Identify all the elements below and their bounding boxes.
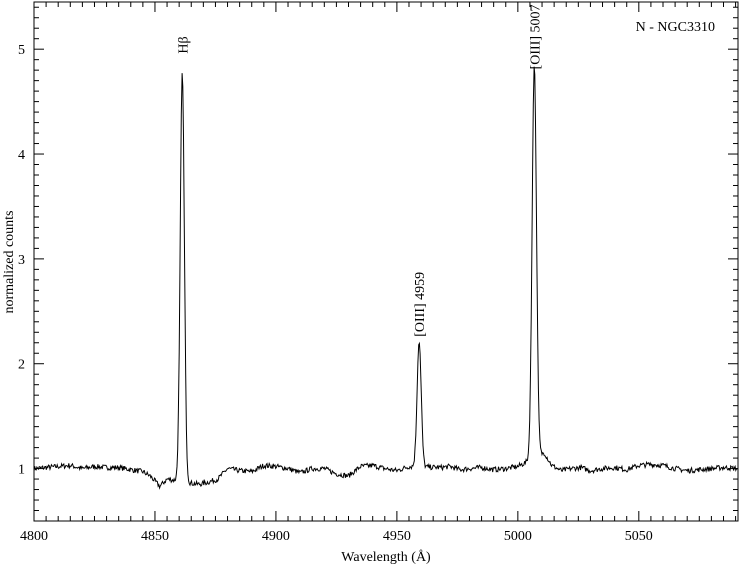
y-axis-label: normalized counts [2, 210, 17, 313]
y-tick-label: 3 [18, 253, 25, 268]
x-tick-label: 4950 [383, 529, 411, 544]
plot-frame [33, 1, 739, 522]
emission-line-label: Hβ [176, 36, 191, 53]
emission-line-label: [OIII] 4959 [413, 272, 428, 337]
x-tick-label: 4800 [20, 529, 48, 544]
object-label: N - NGC3310 [636, 20, 715, 35]
spectrum-series-line [33, 66, 738, 490]
x-tick-label: 5000 [504, 529, 532, 544]
x-tick-label: 4900 [262, 529, 290, 544]
emission-line-label: [OIII] 5007 [528, 4, 543, 69]
y-tick-label: 5 [18, 43, 25, 58]
axis-tick-labels: 4800 4850 4900 4950 5000 5050 1 2 3 4 5 [18, 43, 653, 544]
x-tick-label: 5050 [625, 529, 653, 544]
x-tick-label: 4850 [141, 529, 169, 544]
line-annotations: Hβ [OIII] 4959 [OIII] 5007 [176, 4, 543, 336]
y-tick-label: 2 [18, 358, 25, 373]
x-axis-label: Wavelength (Å) [341, 549, 431, 565]
axis-ticks [33, 2, 738, 522]
y-tick-label: 1 [18, 463, 25, 478]
y-tick-label: 4 [18, 148, 25, 163]
